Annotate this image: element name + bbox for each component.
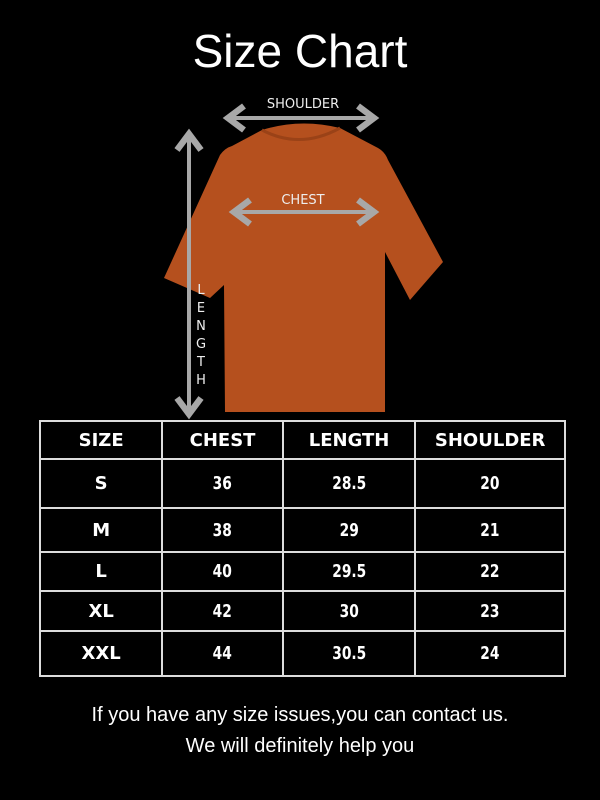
svg-text:T: T [196, 355, 205, 370]
tshirt-shape [164, 123, 443, 413]
footer-line-2: We will definitely help you [185, 735, 415, 757]
page-title: Size Chart [192, 25, 408, 77]
svg-text:H: H [196, 373, 206, 388]
table-row: XXL 44 30.5 24 [38, 630, 565, 677]
table-row: XL 42 30 23 [38, 590, 565, 632]
svg-text:E: E [197, 301, 205, 316]
footer-note: If you have any size issues,you can cont… [0, 700, 600, 762]
chest-label: CHEST [281, 193, 324, 208]
header-chest: CHEST [161, 420, 284, 460]
shoulder-label: SHOULDER [267, 97, 339, 112]
tshirt-diagram: SHOULDER CHEST L E N G T H [164, 97, 443, 420]
svg-text:N: N [196, 319, 206, 334]
table-row: L 40 29.5 22 [38, 551, 565, 592]
header-size: SIZE [38, 420, 164, 460]
table-row: S 36 28.5 20 [38, 458, 565, 509]
footer-line-1: If you have any size issues,you can cont… [91, 704, 509, 726]
table-row: M 38 29 21 [38, 507, 565, 553]
length-label: L E N G T H [196, 283, 206, 388]
svg-text:G: G [196, 337, 206, 352]
header-length: LENGTH [281, 420, 417, 460]
svg-text:L: L [197, 283, 205, 298]
header-shoulder: SHOULDER [414, 420, 566, 460]
table-header-row: SIZE CHEST LENGTH SHOULDER [38, 420, 566, 460]
size-table: SIZE CHEST LENGTH SHOULDER S 36 28.5 20 M 38… [38, 420, 566, 677]
